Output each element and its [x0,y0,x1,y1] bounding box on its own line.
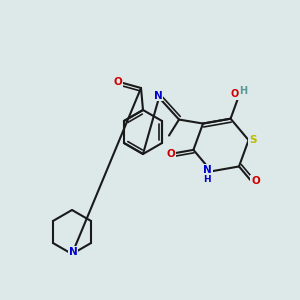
Text: O: O [230,89,238,99]
Text: H: H [239,86,247,96]
Text: H: H [204,175,211,184]
Text: N: N [203,165,212,175]
Text: O: O [251,176,260,186]
Text: S: S [249,135,256,145]
Text: O: O [166,149,175,159]
Text: N: N [154,91,162,100]
Text: N: N [69,247,77,257]
Text: O: O [114,77,122,87]
